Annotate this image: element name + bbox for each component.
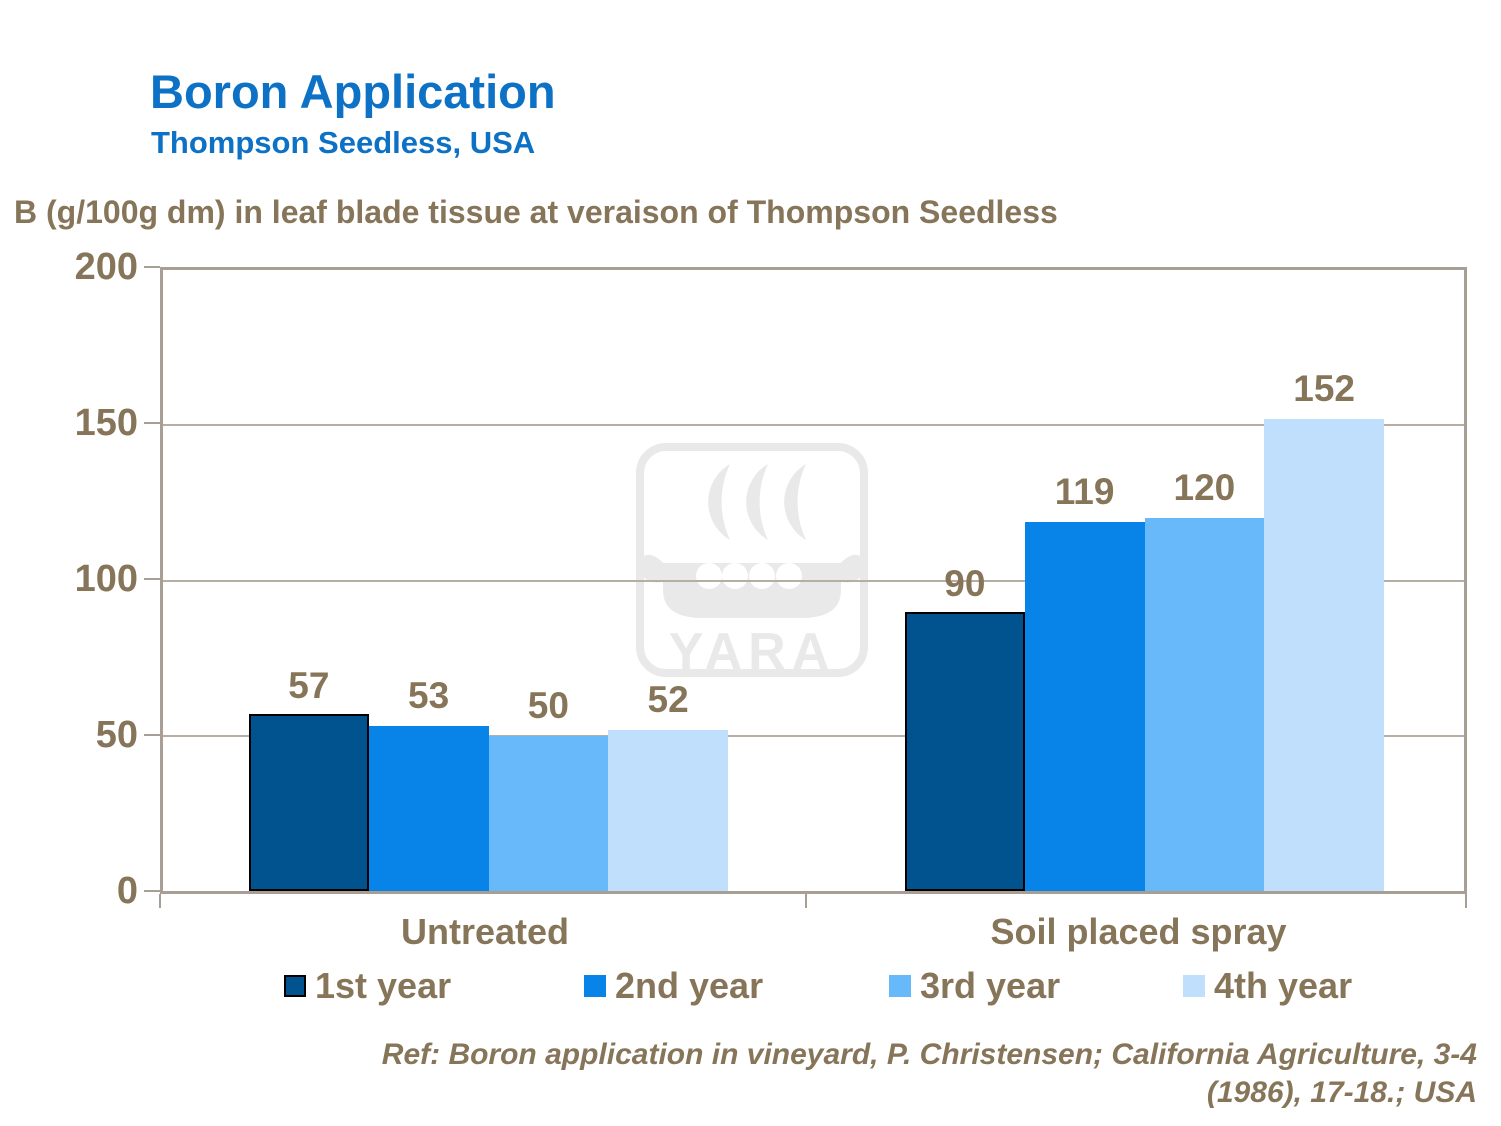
legend-item: 1st year	[284, 964, 451, 1008]
yara-wordmark: YARA	[669, 623, 836, 678]
reference-text: Ref: Boron application in vineyard, P. C…	[157, 1036, 1477, 1112]
bar-value-label: 119	[1054, 470, 1115, 512]
x-axis-tick-mark	[159, 894, 161, 908]
legend-item: 4th year	[1183, 964, 1352, 1008]
watermark-border	[636, 443, 868, 677]
bar-value-label: 152	[1293, 368, 1355, 410]
legend-label: 1st year	[315, 965, 452, 1006]
legend-swatch	[889, 975, 911, 997]
page-subtitle: Thompson Seedless, USA	[151, 125, 536, 160]
legend-label: 4th year	[1214, 965, 1353, 1006]
yara-watermark-logo: YARA	[636, 443, 868, 678]
gridline	[163, 579, 1464, 582]
y-axis-tick-label: 0	[116, 870, 138, 912]
bar: 53	[368, 676, 489, 891]
viking-ship-hull-icon	[639, 554, 865, 618]
page-title: Boron Application	[150, 65, 556, 118]
bar: 152	[1264, 369, 1384, 891]
bar: 57	[249, 666, 369, 891]
chart-title: B (g/100g dm) in leaf blade tissue at ve…	[14, 194, 1058, 230]
gridline	[163, 424, 1464, 427]
legend-item: 3rd year	[889, 964, 1060, 1008]
bar: 120	[1144, 468, 1265, 891]
bar-value-label: 53	[408, 675, 450, 717]
bar-value-label: 50	[527, 684, 569, 726]
y-axis-tick-mark	[144, 266, 160, 268]
legend-swatch	[284, 975, 306, 997]
plot-area: YARA 57 53 50 52 90 119 120 152	[160, 267, 1467, 894]
x-axis-tick-mark	[805, 894, 807, 908]
bar: 50	[488, 685, 609, 891]
y-axis-tick-label: 50	[95, 714, 138, 756]
y-axis-tick-label: 200	[74, 246, 138, 288]
gridline	[163, 734, 1464, 737]
y-axis-tick-mark	[144, 422, 160, 424]
y-axis-tick-label: 100	[74, 558, 138, 600]
y-axis-tick-mark	[144, 890, 160, 892]
legend-label: 3rd year	[920, 965, 1061, 1006]
legend-swatch	[1183, 975, 1205, 997]
x-axis-tick-mark	[1465, 894, 1467, 908]
bar-value-label: 90	[944, 562, 986, 604]
bar-value-label: 52	[647, 678, 689, 720]
legend-swatch	[584, 975, 606, 997]
bar: 90	[905, 563, 1025, 891]
category-label: Untreated	[400, 911, 570, 952]
bar-value-label: 120	[1173, 467, 1236, 509]
category-label: Soil placed spray	[990, 911, 1287, 952]
reference-line-2: (1986), 17-18.; USA	[1206, 1076, 1477, 1109]
legend-label: 2nd year	[615, 965, 764, 1006]
bar-value-label: 57	[288, 665, 330, 707]
viking-ship-sails-icon	[708, 464, 806, 540]
y-axis-tick-mark	[144, 734, 160, 736]
bar: 52	[608, 679, 728, 891]
y-axis-tick-mark	[144, 578, 160, 580]
y-axis-tick-label: 150	[74, 402, 138, 444]
bar: 119	[1024, 471, 1145, 891]
legend-item: 2nd year	[584, 964, 763, 1008]
reference-line-1: Ref: Boron application in vineyard, P. C…	[381, 1038, 1477, 1071]
